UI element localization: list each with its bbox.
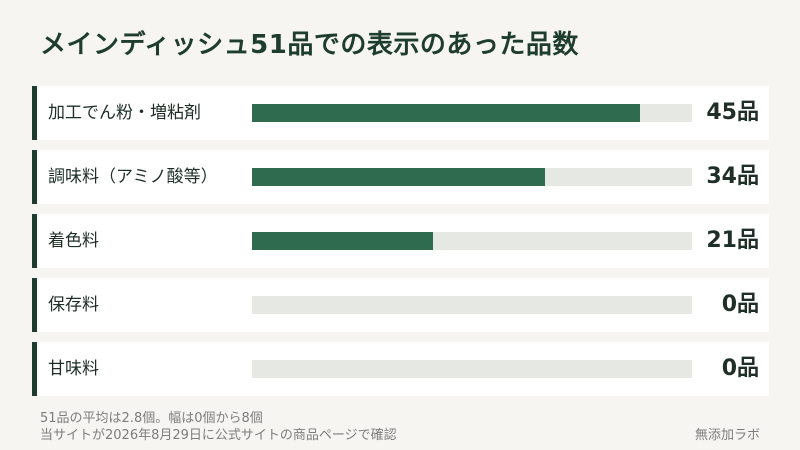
category-label: 保存料: [48, 295, 99, 315]
category-label: 着色料: [48, 231, 99, 251]
bar-track: [252, 360, 692, 378]
bar: [252, 232, 433, 250]
bar-row: 保存料 0品: [32, 278, 769, 332]
bar-row: 着色料 21品: [32, 214, 769, 268]
summary-note: 51品の平均は2.8個。幅は0個から8個: [40, 411, 263, 426]
bar: [252, 168, 545, 186]
value-label: 45品: [706, 100, 759, 125]
bar-track: [252, 104, 692, 122]
bar-row: 加工でん粉・増粘剤 45品: [32, 86, 769, 140]
row-accent: [32, 278, 37, 332]
category-label: 調味料（アミノ酸等）: [48, 167, 218, 187]
bar-track: [252, 168, 692, 186]
source-note: 当サイトが2026年8月29日に公式サイトの商品ページで確認: [40, 428, 397, 443]
value-label: 21品: [706, 228, 759, 253]
category-label: 甘味料: [48, 359, 99, 379]
value-label: 0品: [721, 292, 759, 317]
value-label: 0品: [721, 356, 759, 381]
row-accent: [32, 86, 37, 140]
bar-track: [252, 296, 692, 314]
chart-title: メインディッシュ51品での表示のあった品数: [40, 30, 579, 60]
value-label: 34品: [706, 164, 759, 189]
row-accent: [32, 214, 37, 268]
row-accent: [32, 342, 37, 396]
category-label: 加工でん粉・増粘剤: [48, 103, 201, 123]
brand-label: 無添加ラボ: [694, 428, 760, 443]
bar-row: 調味料（アミノ酸等） 34品: [32, 150, 769, 204]
bar: [252, 104, 640, 122]
row-accent: [32, 150, 37, 204]
bar-row: 甘味料 0品: [32, 342, 769, 396]
bar-track: [252, 232, 692, 250]
